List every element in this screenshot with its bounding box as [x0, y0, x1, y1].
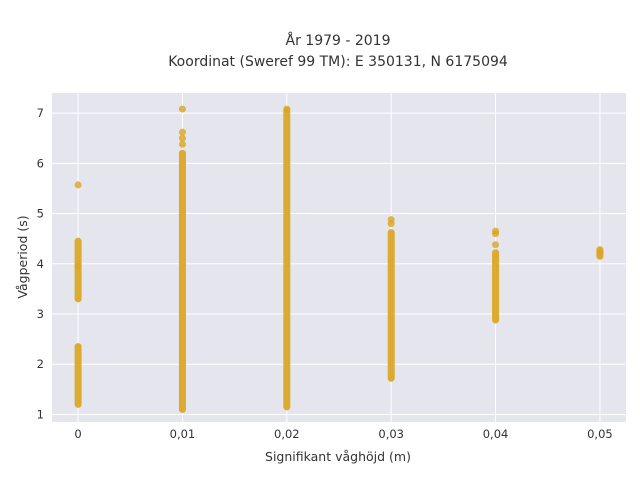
data-point [492, 230, 500, 238]
x-axis-label: Signifikant våghöjd (m) [265, 449, 411, 464]
y-tick-label: 7 [37, 106, 44, 120]
data-point-range [178, 149, 186, 413]
y-tick-label: 4 [37, 257, 44, 271]
data-point [178, 140, 186, 148]
data-point [596, 249, 604, 257]
x-axis-ticks: 0 0,01 0,02 0,03 0,04 0,05 [74, 427, 612, 441]
y-tick-label: 2 [37, 357, 44, 371]
data-point [387, 220, 395, 228]
y-tick-label: 5 [37, 207, 44, 221]
data-point-range [387, 229, 395, 382]
plot-area [52, 93, 626, 422]
data-point-range [74, 237, 82, 303]
data-point [74, 181, 82, 189]
x-tick-label: 0 [74, 427, 81, 441]
data-point [492, 241, 500, 249]
data-point [178, 105, 186, 113]
y-tick-label: 3 [37, 307, 44, 321]
chart-title-line-2: Koordinat (Sweref 99 TM): E 350131, N 61… [168, 54, 508, 70]
data-point-range [492, 249, 500, 324]
x-tick-label: 0,04 [483, 427, 509, 441]
y-tick-label: 6 [37, 156, 44, 170]
data-point-range [283, 107, 291, 411]
chart-title-line-1: År 1979 - 2019 [286, 32, 391, 49]
y-axis-ticks: 1 2 3 4 5 6 7 [37, 106, 44, 421]
x-tick-label: 0,03 [378, 427, 404, 441]
data-points [74, 105, 604, 413]
y-axis-label: Vågperiod (s) [15, 215, 30, 298]
data-point [178, 134, 186, 142]
data-point [178, 128, 186, 136]
x-tick-label: 0,01 [170, 427, 196, 441]
x-tick-label: 0,05 [587, 427, 613, 441]
data-point-range [74, 343, 82, 408]
y-tick-label: 1 [37, 407, 44, 421]
data-point [283, 105, 291, 113]
x-tick-label: 0,02 [274, 427, 300, 441]
data-point [74, 262, 82, 270]
